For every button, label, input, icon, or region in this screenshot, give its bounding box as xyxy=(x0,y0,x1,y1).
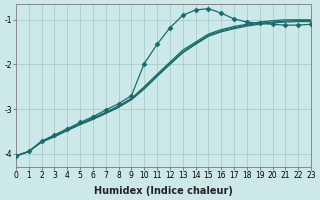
X-axis label: Humidex (Indice chaleur): Humidex (Indice chaleur) xyxy=(94,186,233,196)
